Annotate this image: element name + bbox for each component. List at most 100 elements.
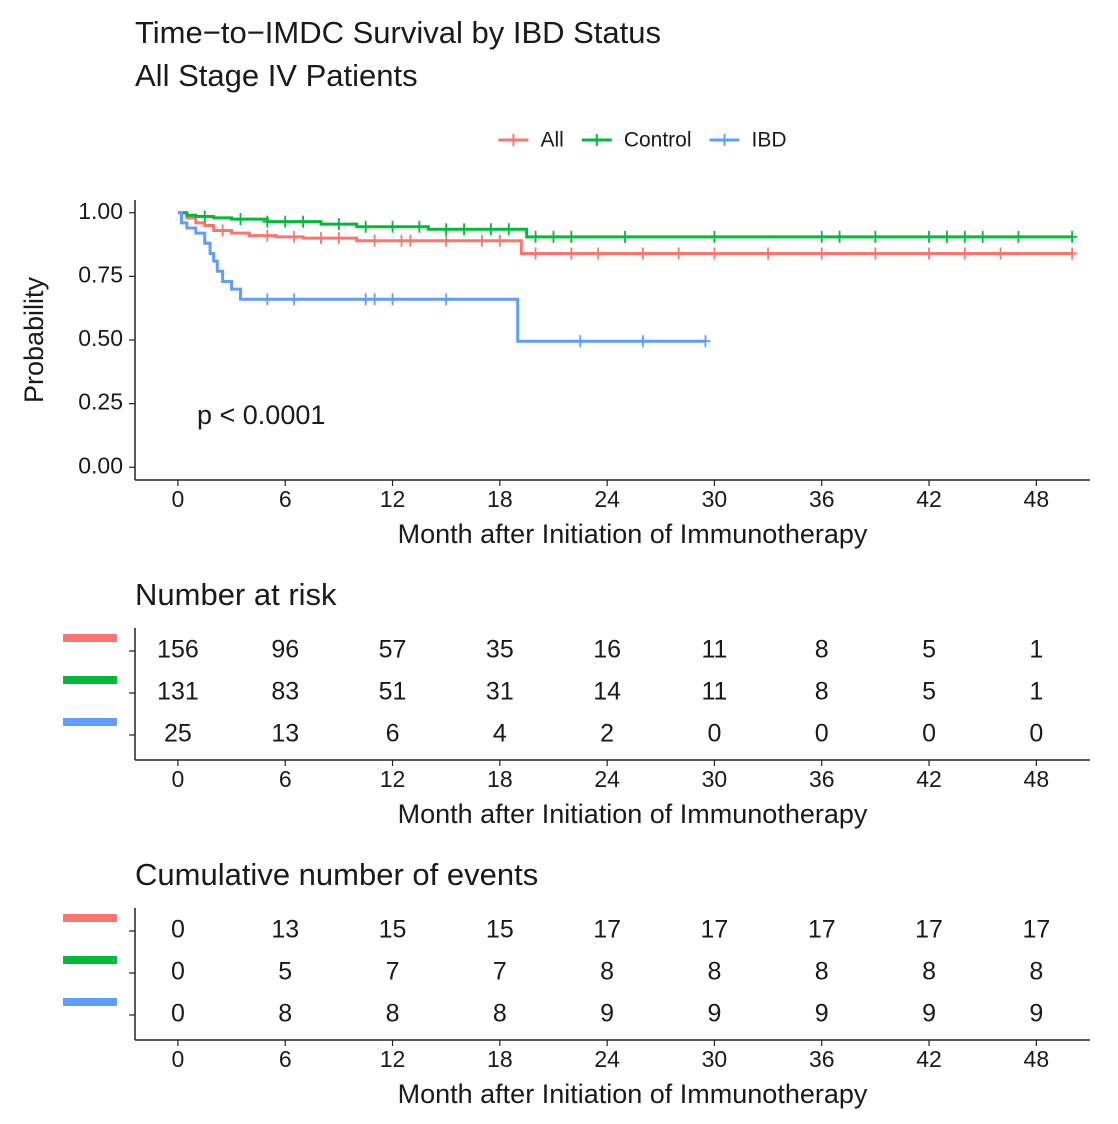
censor-mark xyxy=(530,247,541,260)
x-tick-label: 36 xyxy=(809,486,835,512)
censor-mark xyxy=(441,293,452,306)
table-cell: 0 xyxy=(922,720,936,748)
survival-curve xyxy=(177,211,706,343)
censor-mark xyxy=(700,335,711,348)
censor-mark xyxy=(709,247,720,260)
table-cell: 35 xyxy=(486,636,514,664)
x-tick-label: 24 xyxy=(594,1046,620,1072)
x-tick-label: 30 xyxy=(702,486,728,512)
table-cell: 31 xyxy=(486,678,514,706)
table-cell: 8 xyxy=(707,958,721,986)
x-axis-label: Month after Initiation of Immunotherapy xyxy=(398,519,868,549)
table-cell: 13 xyxy=(271,720,299,748)
table-title: Number at risk xyxy=(135,577,337,612)
table-cell: 17 xyxy=(701,916,729,944)
table-cell: 25 xyxy=(164,720,192,748)
censor-mark xyxy=(235,213,246,226)
censor-mark xyxy=(870,247,881,260)
p-value-annotation: p < 0.0001 xyxy=(197,400,325,430)
table-cell: 8 xyxy=(815,636,829,664)
x-tick-label: 18 xyxy=(487,766,513,792)
x-tick-label: 30 xyxy=(702,1046,728,1072)
table-cell: 9 xyxy=(815,1000,829,1028)
censor-mark xyxy=(959,230,970,243)
table-cell: 15 xyxy=(379,916,407,944)
x-tick-label: 18 xyxy=(487,486,513,512)
censor-mark xyxy=(387,220,398,233)
table-cell: 7 xyxy=(493,958,507,986)
table-cell: 1 xyxy=(1029,678,1043,706)
table-cell: 5 xyxy=(922,678,936,706)
table-cell: 96 xyxy=(271,636,299,664)
table-cell: 8 xyxy=(600,958,614,986)
table-cell: 9 xyxy=(922,1000,936,1028)
censor-mark xyxy=(387,293,398,306)
censor-mark xyxy=(360,220,371,233)
x-tick-label: 6 xyxy=(279,1046,292,1072)
censor-mark xyxy=(494,234,505,247)
table-cell: 83 xyxy=(271,678,299,706)
censor-mark xyxy=(333,218,344,231)
censor-mark xyxy=(924,247,935,260)
censor-mark xyxy=(548,230,559,243)
x-tick-label: 42 xyxy=(916,486,942,512)
censor-mark xyxy=(333,232,344,245)
x-tick-label: 12 xyxy=(380,486,406,512)
table-cell: 8 xyxy=(386,1000,400,1028)
table-cell: 15 xyxy=(486,916,514,944)
censor-mark xyxy=(476,234,487,247)
chart-subtitle: All Stage IV Patients xyxy=(135,58,418,93)
x-tick-label: 30 xyxy=(702,766,728,792)
censor-mark xyxy=(289,230,300,243)
y-tick-label: 0.25 xyxy=(78,389,123,415)
censor-mark xyxy=(280,215,291,228)
x-tick-label: 0 xyxy=(172,766,185,792)
x-tick-label: 42 xyxy=(916,766,942,792)
censor-mark xyxy=(637,247,648,260)
censor-mark xyxy=(816,230,827,243)
table-cell: 13 xyxy=(271,916,299,944)
x-tick-label: 18 xyxy=(487,1046,513,1072)
y-axis-label: Probability xyxy=(19,276,49,403)
x-tick-label: 36 xyxy=(809,766,835,792)
table-title: Cumulative number of events xyxy=(135,857,538,892)
censor-mark xyxy=(941,230,952,243)
table-cell: 11 xyxy=(701,678,727,706)
censor-mark xyxy=(360,293,371,306)
censor-mark xyxy=(405,234,416,247)
censor-mark xyxy=(217,224,228,237)
table-cell: 7 xyxy=(386,958,400,986)
x-tick-label: 36 xyxy=(809,1046,835,1072)
x-tick-label: 48 xyxy=(1024,486,1050,512)
table-cell: 14 xyxy=(593,678,621,706)
legend: All Control IBD xyxy=(498,129,787,152)
y-tick-label: 0.75 xyxy=(78,261,123,287)
x-tick-label: 12 xyxy=(380,766,406,792)
table-cell: 5 xyxy=(922,636,936,664)
table-cell: 51 xyxy=(379,678,407,706)
y-tick-label: 1.00 xyxy=(78,198,123,224)
survival-curve xyxy=(177,211,1073,255)
chart-title: Time−to−IMDC Survival by IBD Status xyxy=(135,15,661,50)
table-cell: 8 xyxy=(278,1000,292,1028)
censor-mark xyxy=(709,230,720,243)
table-cell: 9 xyxy=(707,1000,721,1028)
x-tick-label: 42 xyxy=(916,1046,942,1072)
legend-label: Control xyxy=(624,129,692,152)
table-cell: 0 xyxy=(171,916,185,944)
censor-mark xyxy=(298,215,309,228)
table-cell: 9 xyxy=(600,1000,614,1028)
table-cell: 9 xyxy=(1029,1000,1043,1028)
censor-mark xyxy=(459,223,470,236)
table-cell: 11 xyxy=(701,636,727,664)
censor-mark xyxy=(369,293,380,306)
table-cell: 0 xyxy=(707,720,721,748)
censor-mark xyxy=(977,230,988,243)
x-tick-label: 24 xyxy=(594,766,620,792)
table-cell: 156 xyxy=(157,636,199,664)
censor-mark xyxy=(924,230,935,243)
table-cell: 8 xyxy=(815,958,829,986)
censor-mark xyxy=(262,215,273,228)
censor-mark xyxy=(763,247,774,260)
